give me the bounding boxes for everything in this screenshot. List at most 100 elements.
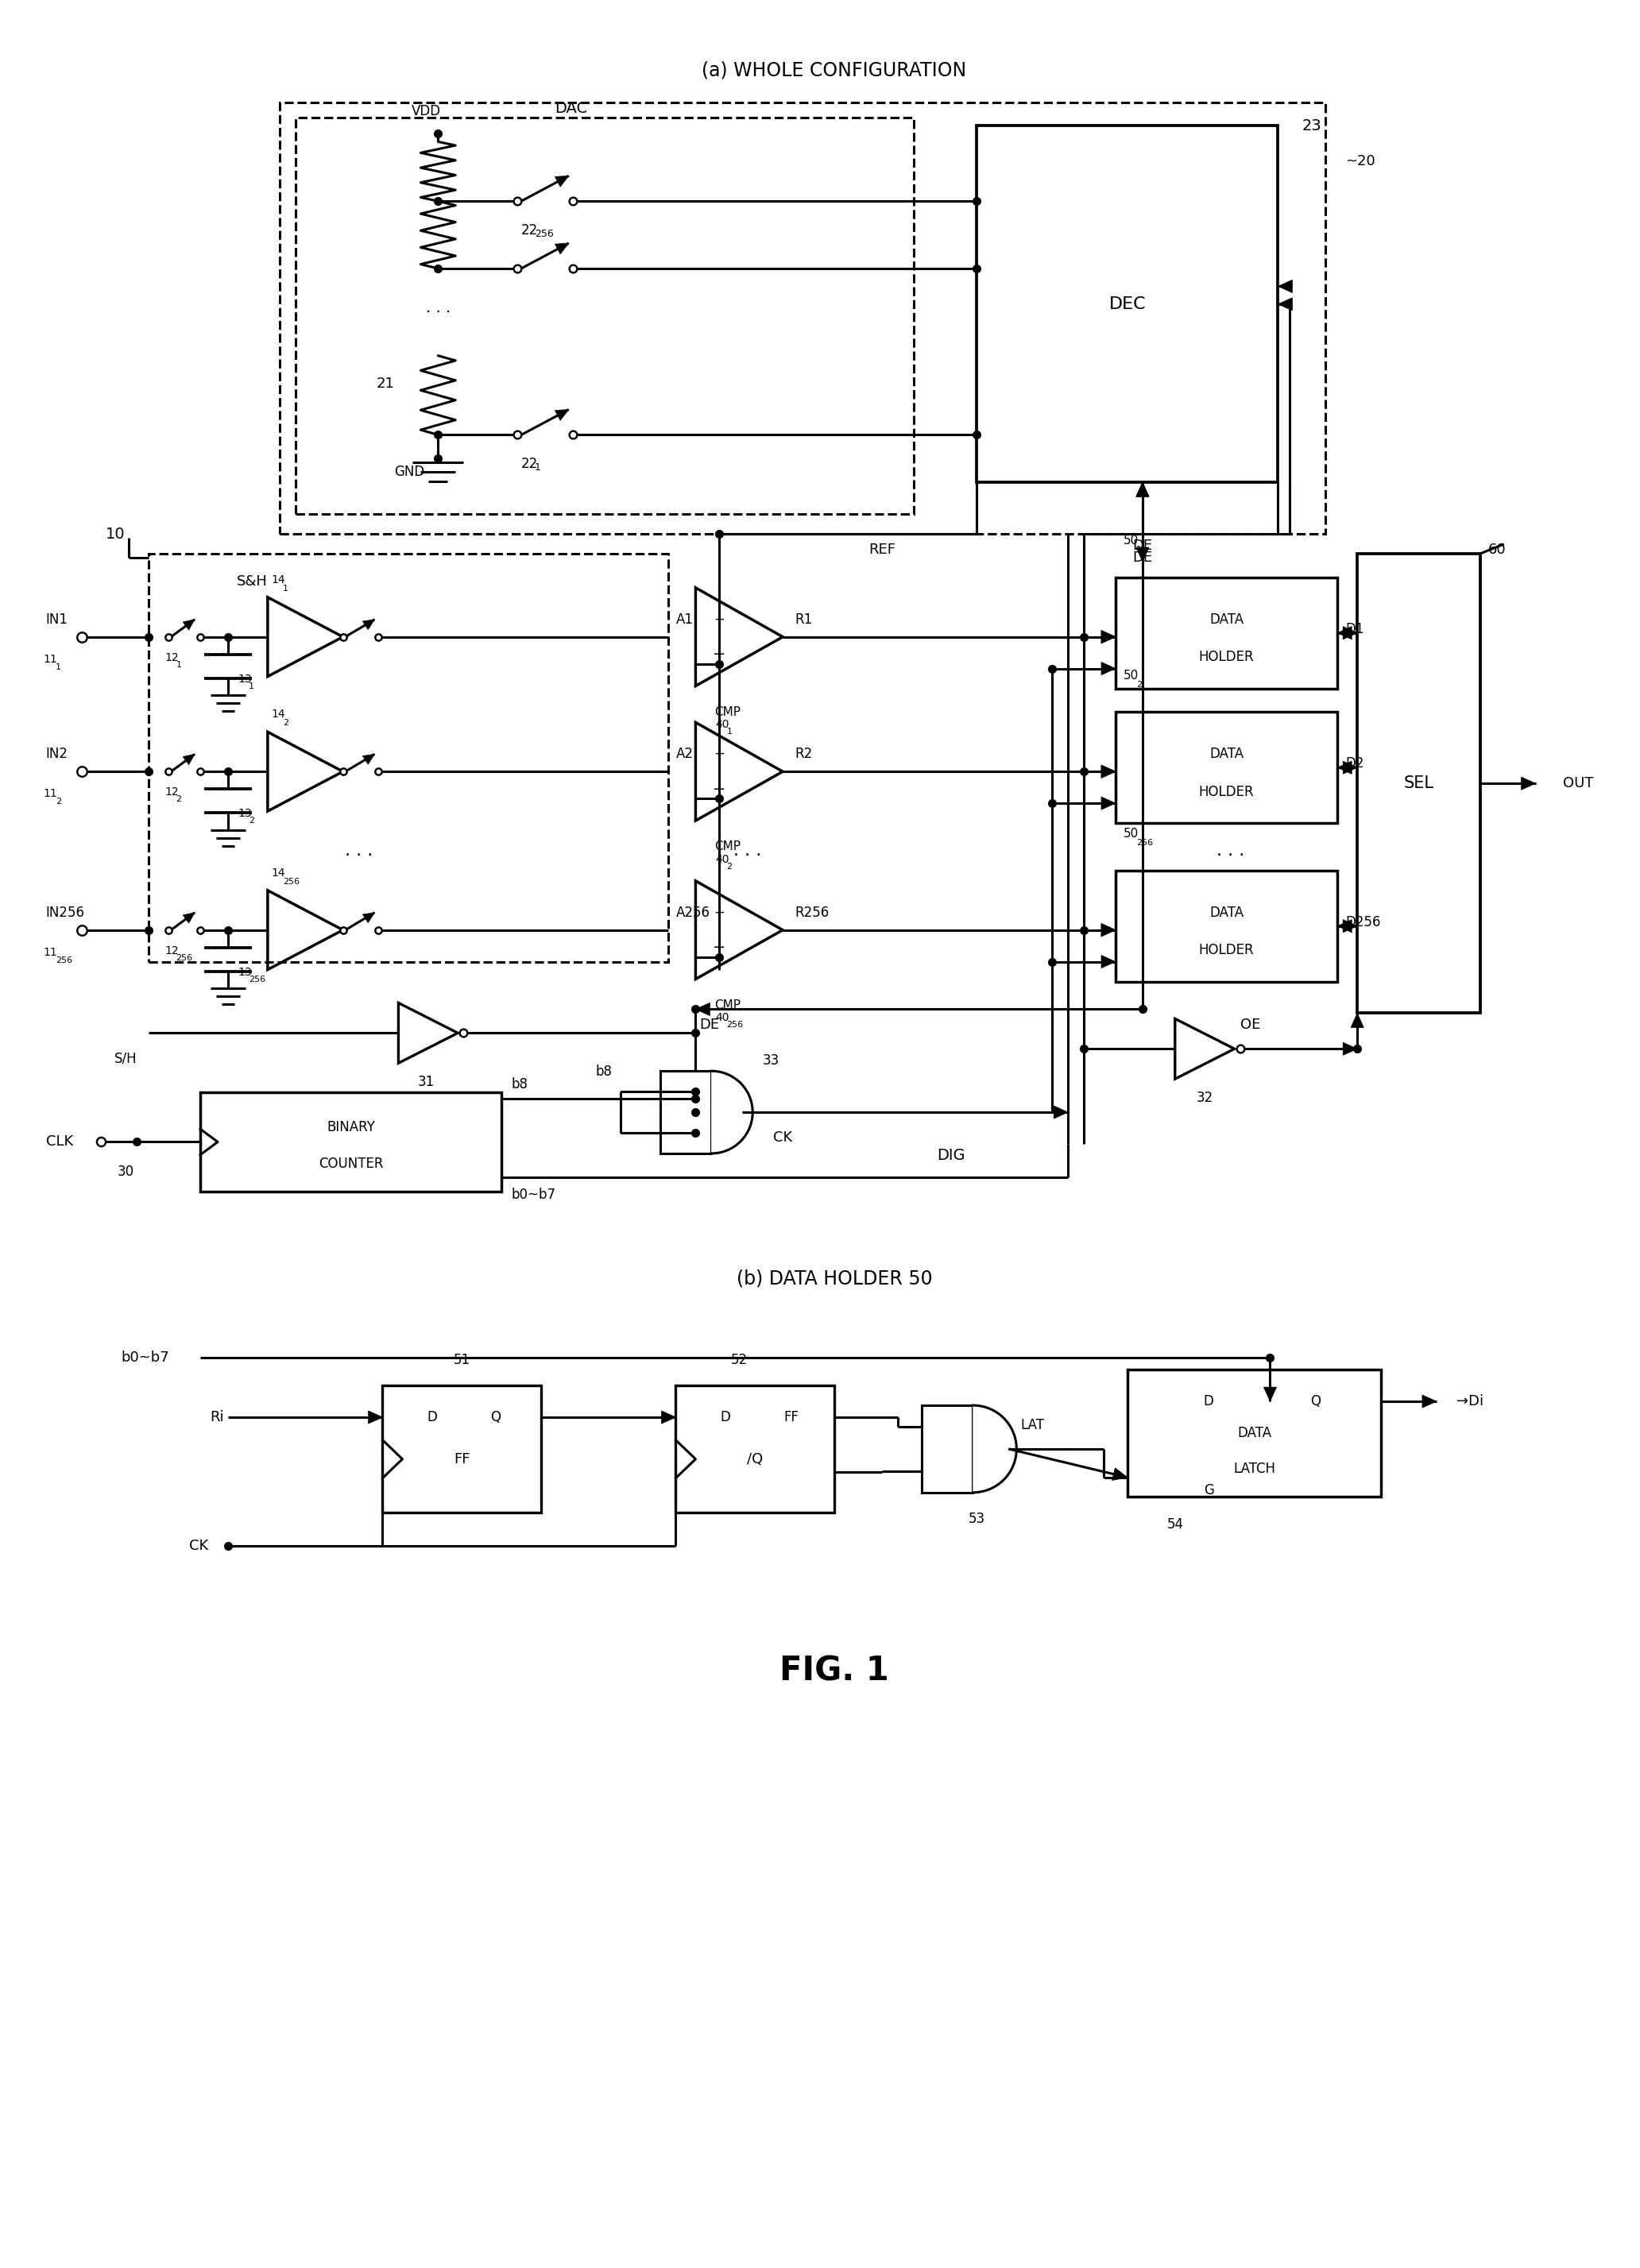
Text: CMP: CMP [713, 705, 740, 719]
Text: Ri: Ri [210, 1411, 225, 1424]
Text: A256: A256 [676, 905, 710, 921]
Text: HOLDER: HOLDER [1199, 651, 1255, 665]
Text: 1: 1 [1137, 547, 1141, 553]
Text: DATA: DATA [1237, 1427, 1271, 1440]
Text: 52: 52 [731, 1354, 748, 1368]
Text: DEC: DEC [1109, 297, 1146, 313]
Text: 1: 1 [175, 660, 182, 669]
Polygon shape [661, 1411, 676, 1424]
Text: LAT: LAT [1020, 1418, 1045, 1433]
Text: /Q: /Q [746, 1452, 763, 1465]
Text: 30: 30 [116, 1163, 134, 1179]
Polygon shape [1522, 778, 1535, 789]
Text: HOLDER: HOLDER [1199, 943, 1255, 957]
Text: 2: 2 [727, 862, 733, 871]
Text: ~20: ~20 [1345, 154, 1376, 168]
Polygon shape [184, 755, 195, 764]
Text: 40: 40 [715, 855, 730, 864]
Text: 21: 21 [376, 376, 395, 390]
Text: 23: 23 [1302, 118, 1322, 134]
Text: +: + [713, 746, 725, 762]
Text: b8: b8 [595, 1064, 612, 1080]
Bar [1127, 1370, 1381, 1497]
Polygon shape [1343, 762, 1358, 773]
Text: 2: 2 [249, 816, 254, 826]
Bar [295, 118, 913, 515]
Text: DE: DE [1133, 538, 1153, 553]
Text: 11: 11 [43, 653, 57, 665]
Polygon shape [1102, 662, 1115, 676]
Text: 14: 14 [272, 866, 285, 878]
Text: 51: 51 [453, 1354, 471, 1368]
Bar [149, 553, 667, 962]
Polygon shape [1278, 279, 1292, 293]
Text: Q: Q [490, 1411, 500, 1424]
Polygon shape [1338, 919, 1351, 932]
Text: 32: 32 [1197, 1091, 1214, 1105]
Text: 1: 1 [56, 662, 61, 671]
Text: 60: 60 [1487, 542, 1506, 558]
Polygon shape [1102, 796, 1115, 810]
Bar [1358, 553, 1479, 1014]
Polygon shape [184, 912, 195, 923]
Text: 40: 40 [715, 719, 730, 730]
Text: . . .: . . . [426, 302, 451, 315]
Bar [200, 1093, 502, 1191]
Text: DATA: DATA [1209, 905, 1243, 921]
Text: 256: 256 [56, 957, 72, 964]
Bar [659, 1070, 712, 1154]
Polygon shape [1137, 483, 1150, 497]
Polygon shape [554, 411, 569, 420]
Text: LATCH: LATCH [1233, 1461, 1276, 1476]
Text: −: − [713, 939, 727, 955]
Text: . . .: . . . [733, 844, 761, 860]
Text: 256: 256 [284, 878, 300, 885]
Text: OE: OE [1240, 1018, 1261, 1032]
Polygon shape [1102, 764, 1115, 778]
Bar [676, 1386, 835, 1513]
Bar [1115, 871, 1338, 982]
Text: S&H: S&H [236, 574, 267, 590]
Text: S/H: S/H [115, 1050, 136, 1066]
Polygon shape [1112, 1467, 1127, 1481]
Text: 12: 12 [164, 651, 179, 662]
Text: 40: 40 [715, 1012, 730, 1023]
Text: D256: D256 [1345, 914, 1381, 930]
Bar [382, 1386, 541, 1513]
Polygon shape [1343, 626, 1358, 640]
Text: D2: D2 [1345, 758, 1364, 771]
Polygon shape [1422, 1395, 1437, 1408]
Text: 33: 33 [763, 1055, 779, 1068]
Polygon shape [1102, 631, 1115, 644]
Polygon shape [1338, 762, 1351, 773]
Text: 12: 12 [164, 946, 179, 957]
Polygon shape [362, 755, 374, 764]
Text: 256: 256 [1137, 839, 1153, 846]
Text: b0~b7: b0~b7 [512, 1188, 556, 1202]
Text: 1: 1 [284, 585, 289, 592]
Text: 13: 13 [238, 807, 251, 819]
Bar [1115, 712, 1338, 823]
Text: D1: D1 [1345, 621, 1364, 635]
Text: OUT: OUT [1563, 776, 1594, 792]
Text: 50: 50 [1123, 669, 1138, 680]
Polygon shape [1338, 626, 1351, 640]
Text: (a) WHOLE CONFIGURATION: (a) WHOLE CONFIGURATION [702, 61, 966, 79]
Text: REF: REF [868, 542, 895, 558]
Text: −: − [713, 782, 727, 796]
Polygon shape [1055, 1107, 1068, 1118]
Polygon shape [1137, 547, 1150, 562]
Text: GND: GND [395, 465, 425, 479]
Text: BINARY: BINARY [326, 1120, 376, 1134]
Polygon shape [1102, 631, 1115, 644]
Text: 14: 14 [272, 710, 285, 719]
Text: 50: 50 [1123, 535, 1138, 547]
Text: D: D [1204, 1395, 1214, 1408]
Text: CMP: CMP [713, 1000, 740, 1012]
Text: 10: 10 [105, 526, 125, 542]
Polygon shape [1343, 1043, 1358, 1055]
Text: b8: b8 [512, 1077, 528, 1091]
Text: DAC: DAC [554, 100, 587, 116]
Text: IN2: IN2 [46, 746, 67, 762]
Text: D: D [720, 1411, 730, 1424]
